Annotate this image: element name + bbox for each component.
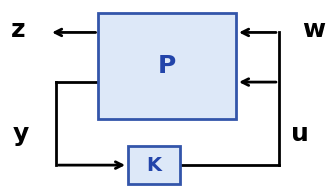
Text: K: K: [147, 156, 162, 175]
Text: u: u: [291, 122, 309, 146]
Text: z: z: [11, 18, 25, 42]
Text: P: P: [158, 54, 176, 78]
Bar: [128, 146, 180, 184]
Text: y: y: [13, 122, 30, 146]
Text: w: w: [302, 18, 325, 42]
Bar: [98, 13, 236, 119]
